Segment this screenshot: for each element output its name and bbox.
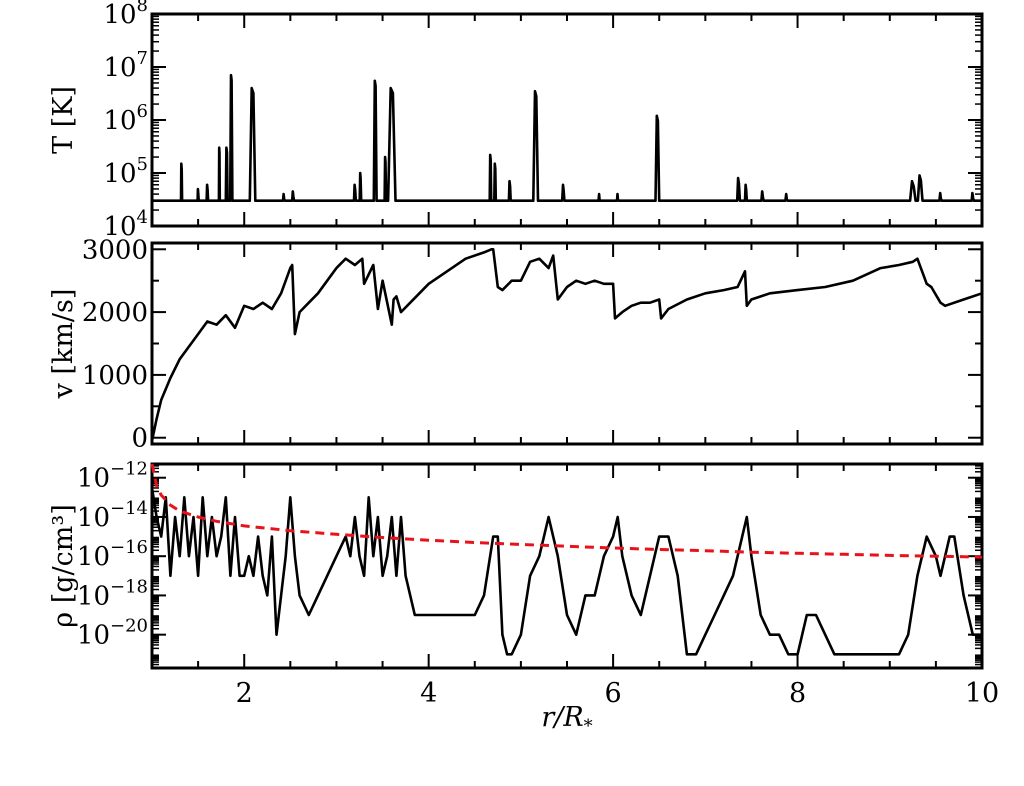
velocity-series-line bbox=[150, 248, 983, 442]
density-x-tick-label: 8 bbox=[789, 678, 806, 709]
temperature-y-tick-label: 107 bbox=[103, 48, 148, 83]
density-y-tick-label: 10−12 bbox=[77, 459, 148, 494]
density-x-tick-label: 10 bbox=[965, 678, 999, 709]
velocity-frame bbox=[150, 241, 984, 446]
density-x-tick-label: 6 bbox=[605, 678, 622, 709]
density-x-tick-label: 4 bbox=[420, 678, 437, 709]
velocity-y-tick-label: 0 bbox=[131, 424, 148, 454]
temperature-y-axis-label: T [K] bbox=[48, 86, 79, 154]
temperature-y-tick-label: 106 bbox=[103, 101, 148, 136]
temperature-panel: 104 105 106 107 108 T [K] bbox=[48, 0, 984, 242]
density-y-tick-label: 10−18 bbox=[77, 576, 148, 611]
density-y-tick-label: 10−16 bbox=[77, 537, 148, 572]
density-y-tick-label: 10−20 bbox=[77, 616, 148, 651]
temperature-y-tick-label: 104 bbox=[103, 207, 148, 242]
density-panel: 10−20 10−18 10−16 10−14 10−12 ρ [g/cm³] 2 4 6 8 10 bbox=[48, 459, 999, 709]
velocity-y-tick-label: 1000 bbox=[82, 361, 148, 391]
temperature-frame bbox=[150, 12, 984, 228]
density-frame bbox=[150, 462, 984, 670]
velocity-y-tick-label: 3000 bbox=[82, 235, 148, 265]
x-axis-label: r/R* bbox=[541, 702, 592, 737]
temperature-y-tick-label: 105 bbox=[103, 154, 148, 189]
density-x-tick-label: 2 bbox=[236, 678, 253, 709]
density-y-tick-label: 10−14 bbox=[77, 498, 148, 533]
density-reference-curve bbox=[150, 463, 983, 559]
velocity-y-axis-label: v [km/s] bbox=[48, 289, 79, 400]
density-series-line bbox=[150, 487, 982, 656]
temperature-y-tick-label: 108 bbox=[103, 0, 148, 30]
density-y-axis-label: ρ [g/cm³] bbox=[48, 504, 79, 627]
velocity-y-tick-label: 2000 bbox=[82, 298, 148, 328]
temperature-series-line bbox=[152, 73, 982, 202]
